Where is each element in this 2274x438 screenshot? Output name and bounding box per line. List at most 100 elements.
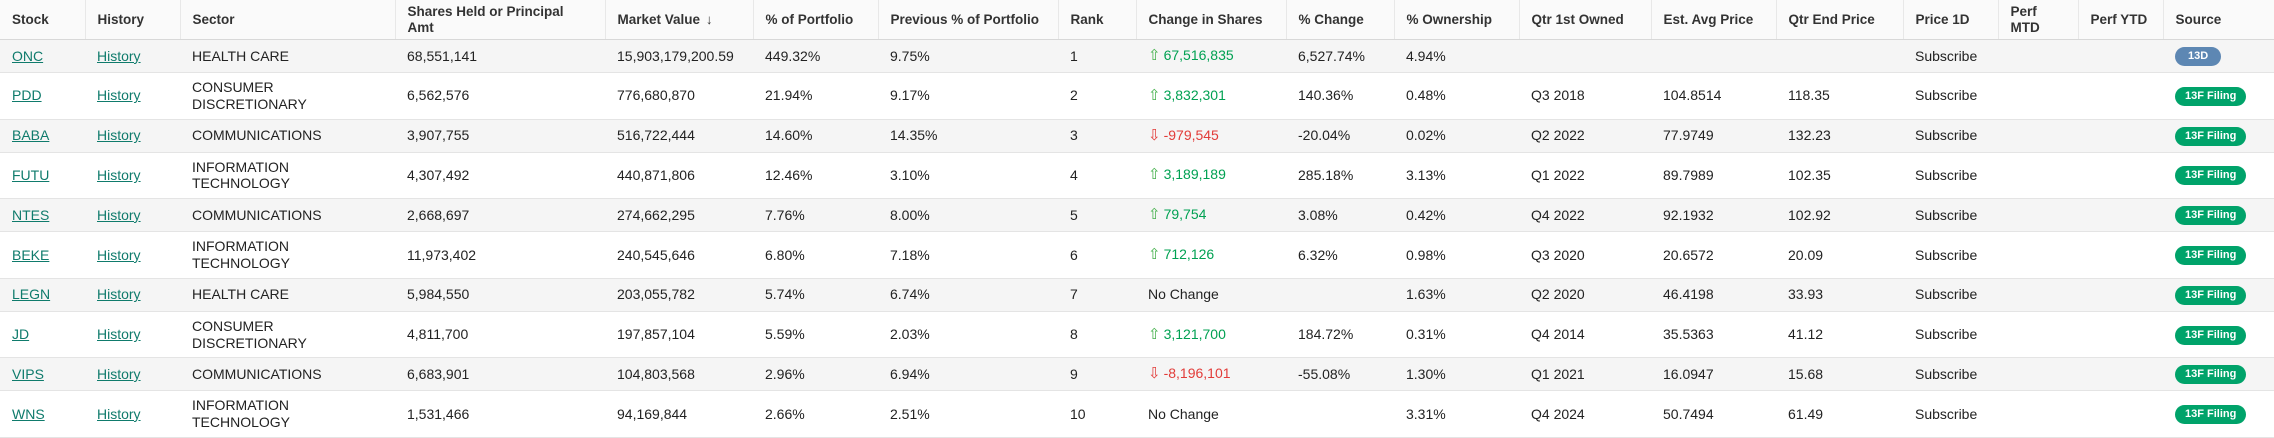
pct-of-portfolio-value: 21.94%: [765, 87, 813, 104]
subscribe-link[interactable]: Subscribe: [1915, 286, 1978, 303]
stock-cell: BABA: [0, 119, 85, 153]
subscribe-link[interactable]: Subscribe: [1915, 47, 1978, 64]
price-1d-cell: Subscribe: [1903, 357, 1998, 392]
column-header-market-value[interactable]: Market Value ↓: [605, 0, 754, 41]
stock-ticker-link[interactable]: VIPS: [12, 366, 44, 382]
perf-ytd-cell: [2078, 39, 2163, 74]
previous-pct-of-portfolio-cell: 6.74%: [878, 278, 1058, 312]
source-badge[interactable]: 13F Filing: [2175, 166, 2247, 186]
market-value-cell: 15,903,179,200.59: [605, 39, 753, 74]
qtr-1st-owned-value: Q3 2018: [1531, 87, 1585, 104]
history-link[interactable]: History: [97, 246, 141, 263]
source-badge[interactable]: 13F Filing: [2175, 206, 2247, 226]
source-badge[interactable]: 13F Filing: [2175, 285, 2247, 305]
subscribe-link[interactable]: Subscribe: [1915, 206, 1978, 223]
sort-descending-icon: ↓: [705, 11, 713, 27]
source-badge[interactable]: 13F Filing: [2175, 365, 2247, 385]
stock-ticker-link[interactable]: BEKE: [12, 246, 50, 263]
perf-mtd-cell: [1998, 231, 2078, 279]
history-cell: History: [85, 311, 180, 359]
change-arrow-icon: ⇧: [1148, 206, 1161, 224]
shares-held-cell: 4,307,492: [395, 152, 605, 200]
change-arrow-icon: ⇧: [1148, 166, 1161, 184]
subscribe-link[interactable]: Subscribe: [1915, 246, 1978, 263]
stock-ticker-link[interactable]: BABA: [12, 127, 50, 144]
stock-ticker-link[interactable]: NTES: [12, 206, 50, 223]
history-link[interactable]: History: [97, 167, 141, 184]
column-header-shares-held[interactable]: Shares Held or Principal Amt: [395, 0, 606, 41]
column-header-qtr-end-price[interactable]: Qtr End Price: [1776, 0, 1904, 41]
column-header-pct-of-portfolio[interactable]: % of Portfolio: [753, 0, 879, 41]
column-header-rank[interactable]: Rank: [1058, 0, 1137, 41]
column-header-change-in-shares[interactable]: Change in Shares: [1136, 0, 1287, 41]
price-1d-cell: Subscribe: [1903, 72, 1998, 120]
price-1d-cell: Subscribe: [1903, 119, 1998, 153]
perf-mtd-cell: [1998, 72, 2078, 120]
column-header-sector[interactable]: Sector: [180, 0, 396, 41]
previous-pct-of-portfolio-cell: 7.18%: [878, 231, 1058, 279]
column-header-qtr-1st-owned[interactable]: Qtr 1st Owned: [1519, 0, 1652, 41]
stock-ticker-link[interactable]: ONC: [12, 47, 44, 64]
source-cell: 13F Filing: [2163, 231, 2274, 279]
change-in-shares-cell: No Change: [1136, 278, 1286, 312]
stock-ticker-link[interactable]: PDD: [12, 87, 42, 104]
column-header-source[interactable]: Source: [2163, 0, 2274, 41]
subscribe-link[interactable]: Subscribe: [1915, 167, 1978, 184]
qtr-end-price-cell: 20.09: [1776, 231, 1903, 279]
pct-of-portfolio-cell: 21.94%: [753, 72, 878, 120]
column-header-pct-ownership[interactable]: % Ownership: [1394, 0, 1520, 41]
source-badge[interactable]: 13F Filing: [2175, 325, 2247, 345]
history-link[interactable]: History: [97, 206, 141, 223]
qtr-1st-owned-cell: Q3 2018: [1519, 72, 1651, 120]
shares-held-value: 6,683,901: [407, 366, 470, 382]
column-header-perf-ytd[interactable]: Perf YTD: [2078, 0, 2164, 41]
column-header-pct-change[interactable]: % Change: [1286, 0, 1395, 41]
sector-cell: INFORMATION TECHNOLOGY: [180, 231, 395, 279]
qtr-1st-owned-cell: Q2 2022: [1519, 119, 1651, 153]
perf-mtd-cell: [1998, 278, 2078, 312]
qtr-1st-owned-cell: [1519, 39, 1651, 74]
perf-mtd-cell: [1998, 39, 2078, 74]
column-header-history[interactable]: History: [85, 0, 181, 41]
history-link[interactable]: History: [97, 47, 141, 64]
history-link[interactable]: History: [97, 286, 141, 303]
subscribe-link[interactable]: Subscribe: [1915, 326, 1978, 343]
shares-held-value: 3,907,755: [407, 127, 470, 144]
table-row: LEGN History HEALTH CARE 5,984,550 203,0…: [0, 278, 2274, 312]
history-link[interactable]: History: [97, 326, 141, 343]
change-in-shares-value: 3,189,189: [1163, 166, 1226, 183]
column-header-price-1d[interactable]: Price 1D: [1903, 0, 1999, 41]
qtr-1st-owned-value: Q2 2022: [1531, 127, 1585, 144]
history-link[interactable]: History: [97, 366, 141, 382]
stock-ticker-link[interactable]: JD: [12, 326, 30, 343]
stock-cell: LEGN: [0, 278, 85, 312]
subscribe-link[interactable]: Subscribe: [1915, 127, 1978, 144]
stock-ticker-link[interactable]: FUTU: [12, 167, 50, 184]
pct-change-cell: -20.04%: [1286, 119, 1394, 153]
qtr-end-price-cell: 102.35: [1776, 152, 1903, 200]
stock-ticker-link[interactable]: LEGN: [12, 286, 51, 303]
change-in-shares-value: 67,516,835: [1163, 47, 1234, 64]
subscribe-link[interactable]: Subscribe: [1915, 366, 1978, 382]
column-header-stock[interactable]: Stock: [0, 0, 86, 41]
change-in-shares-value: 79,754: [1163, 206, 1207, 223]
pct-ownership-cell: 0.31%: [1394, 311, 1519, 359]
source-cell: 13F Filing: [2163, 198, 2274, 233]
source-badge[interactable]: 13F Filing: [2175, 246, 2247, 266]
source-badge[interactable]: 13F Filing: [2175, 126, 2247, 146]
change-in-shares-cell: ⇧ 79,754: [1136, 198, 1286, 233]
previous-pct-of-portfolio-cell: 14.35%: [878, 119, 1058, 153]
rank-value: 2: [1070, 87, 1078, 104]
source-badge[interactable]: 13F Filing: [2175, 86, 2247, 106]
source-badge[interactable]: 13F Filing: [2175, 405, 2247, 425]
subscribe-link[interactable]: Subscribe: [1915, 87, 1978, 104]
column-header-est-avg-price[interactable]: Est. Avg Price: [1651, 0, 1777, 41]
history-link[interactable]: History: [97, 87, 141, 104]
column-header-perf-mtd[interactable]: Perf MTD: [1998, 0, 2079, 41]
rank-value: 4: [1070, 167, 1078, 184]
table-row: BABA History COMMUNICATIONS 3,907,755 51…: [0, 119, 2274, 153]
source-badge[interactable]: 13D: [2175, 47, 2222, 67]
rank-cell: 2: [1058, 72, 1136, 120]
history-link[interactable]: History: [97, 127, 141, 144]
column-header-previous-pct-of-portfolio[interactable]: Previous % of Portfolio: [878, 0, 1059, 41]
